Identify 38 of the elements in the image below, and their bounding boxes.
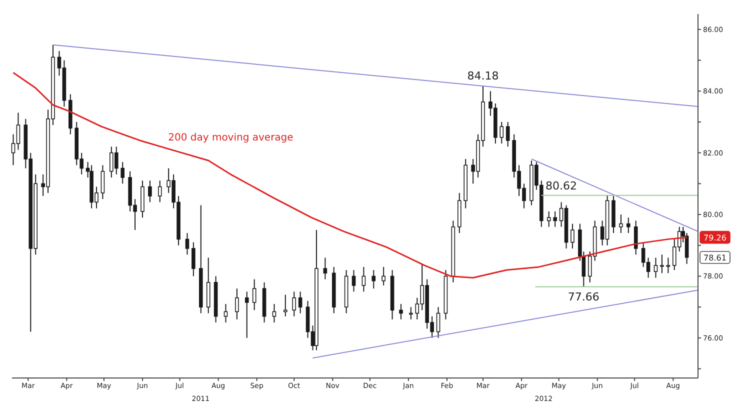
candlestick [409,306,413,320]
candlestick [619,214,623,234]
candlestick [382,266,386,286]
candlestick [100,164,105,200]
candlestick [235,288,239,320]
candlestick [570,223,574,249]
candlestick [660,254,664,274]
candlestick [158,180,162,203]
annotation: 78.61 [704,253,726,262]
annotation: 80.62 [546,179,578,192]
candlestick [284,294,288,317]
annotation: 84.18 [467,70,499,83]
candlestick [634,220,638,256]
series-label: 200 day moving average [168,132,294,144]
candlestick [352,270,356,292]
candlestick [298,291,302,314]
annotation: 77.66 [568,290,600,304]
candlestick [148,180,152,203]
candlestick [192,242,196,277]
candlestick [323,257,328,280]
candlestick [546,210,551,228]
candlestick [244,291,249,338]
candlestick [506,121,510,148]
annotation: 79.26 [704,233,726,242]
candlestick [362,266,366,292]
candlestick [666,257,670,274]
candlestick [292,291,296,317]
candlestick [185,232,190,256]
candlestick [654,257,658,278]
candlestick [120,162,125,184]
candlestick [399,303,403,320]
candlestick [372,270,376,290]
line-series [12,72,688,278]
candlestick [553,210,557,228]
candlestick [626,217,630,234]
candlestick [252,278,256,311]
candlestick [436,306,440,338]
candlestick [500,121,504,144]
